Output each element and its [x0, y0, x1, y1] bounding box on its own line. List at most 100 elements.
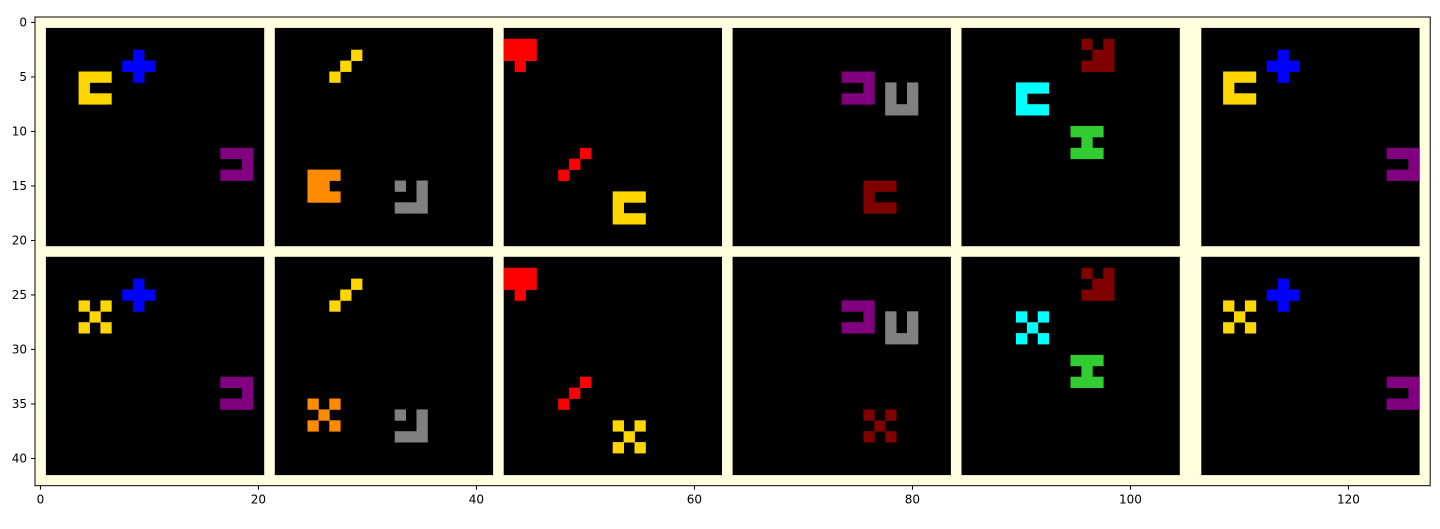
cell-yellow [1234, 93, 1246, 105]
shape-green [1070, 126, 1104, 160]
cell-blue [1277, 278, 1289, 290]
cell-green [1081, 376, 1093, 388]
cell-maroon [863, 191, 875, 203]
cell-blue [1288, 60, 1300, 72]
shape-cyan [1016, 82, 1050, 116]
cell-gray [907, 333, 919, 345]
shape-yellow [329, 49, 363, 83]
grid-panel-10 [732, 256, 951, 476]
cell-gray [907, 82, 919, 94]
cell-gray [405, 202, 417, 214]
cell-blue [1277, 49, 1289, 61]
cell-yellow [100, 71, 112, 83]
cell-maroon [1081, 289, 1093, 301]
shape-gray [885, 82, 919, 116]
cell-cyan [1016, 104, 1028, 116]
cell-cyan [1037, 333, 1050, 345]
plot-area [34, 16, 1431, 487]
cell-orange [307, 180, 319, 192]
cell-gray [405, 431, 417, 443]
cell-gray [394, 202, 406, 214]
cell-gray [416, 409, 428, 421]
cell-purple [231, 169, 243, 181]
cell-purple [841, 322, 853, 334]
cell-maroon [1103, 38, 1115, 51]
cell-yellow [1223, 82, 1235, 94]
cell-green [1092, 126, 1104, 138]
cell-yellow [340, 60, 352, 72]
cell-purple [852, 300, 864, 312]
cell-red [525, 278, 537, 290]
cell-cyan [1026, 82, 1039, 94]
cell-yellow [612, 442, 624, 454]
cell-gray [416, 202, 428, 214]
cell-yellow [1244, 93, 1257, 105]
cell-gray [394, 409, 406, 421]
cell-purple [1386, 169, 1398, 181]
cell-blue [133, 300, 145, 312]
shape-red [503, 38, 537, 72]
cell-gray [885, 311, 897, 323]
cell-yellow [1223, 71, 1235, 83]
cell-gray [416, 191, 428, 203]
cell-yellow [1223, 300, 1235, 312]
cell-maroon [874, 202, 886, 214]
cell-yellow [89, 93, 101, 105]
cell-yellow [78, 71, 90, 83]
shape-red [558, 376, 592, 410]
cell-orange [329, 398, 341, 410]
cell-purple [1408, 398, 1420, 410]
cell-purple [1408, 387, 1420, 399]
cell-purple [220, 398, 232, 410]
cell-purple [220, 147, 232, 160]
shape-green [1070, 354, 1104, 388]
cell-yellow [351, 49, 363, 61]
shape-yellow [1223, 71, 1257, 105]
x-tick-label: 100 [1119, 493, 1142, 507]
cell-orange [329, 169, 341, 181]
cell-purple [220, 169, 232, 181]
cell-gray [907, 311, 919, 323]
cell-purple [841, 71, 853, 83]
shape-purple [841, 71, 875, 105]
cell-purple [863, 311, 875, 323]
cell-red [558, 169, 570, 181]
cell-yellow [634, 442, 646, 454]
cell-gray [885, 104, 897, 116]
cell-maroon [874, 180, 886, 192]
cell-cyan [1037, 311, 1050, 323]
cell-maroon [874, 420, 886, 432]
cell-green [1070, 147, 1082, 160]
cell-blue [144, 289, 156, 301]
shape-maroon [1081, 267, 1115, 301]
cell-red [514, 289, 526, 301]
cell-purple [863, 93, 875, 105]
shape-orange [307, 398, 341, 432]
cell-red [514, 267, 526, 279]
cell-yellow [329, 300, 341, 312]
cell-yellow [612, 202, 624, 214]
cell-gray [416, 180, 428, 192]
cell-gray [907, 104, 919, 116]
cell-yellow [78, 322, 90, 334]
cell-yellow [78, 82, 90, 94]
cell-purple [1397, 376, 1409, 388]
cell-yellow [89, 311, 101, 323]
cell-orange [329, 191, 341, 203]
cell-orange [318, 409, 330, 421]
y-tick-label: 10 [12, 124, 27, 138]
shape-yellow [329, 278, 363, 312]
cell-purple [852, 93, 864, 105]
cell-purple [863, 322, 875, 334]
cell-purple [242, 398, 254, 410]
cell-purple [231, 376, 243, 388]
cell-cyan [1026, 104, 1039, 116]
shape-red [503, 267, 537, 301]
x-tick-label: 40 [469, 493, 484, 507]
grid-panel-9 [503, 256, 722, 476]
cell-blue [1277, 300, 1289, 312]
cell-yellow [634, 213, 646, 225]
cell-orange [329, 420, 341, 432]
cell-blue [1266, 289, 1278, 301]
cell-maroon [1081, 60, 1093, 72]
